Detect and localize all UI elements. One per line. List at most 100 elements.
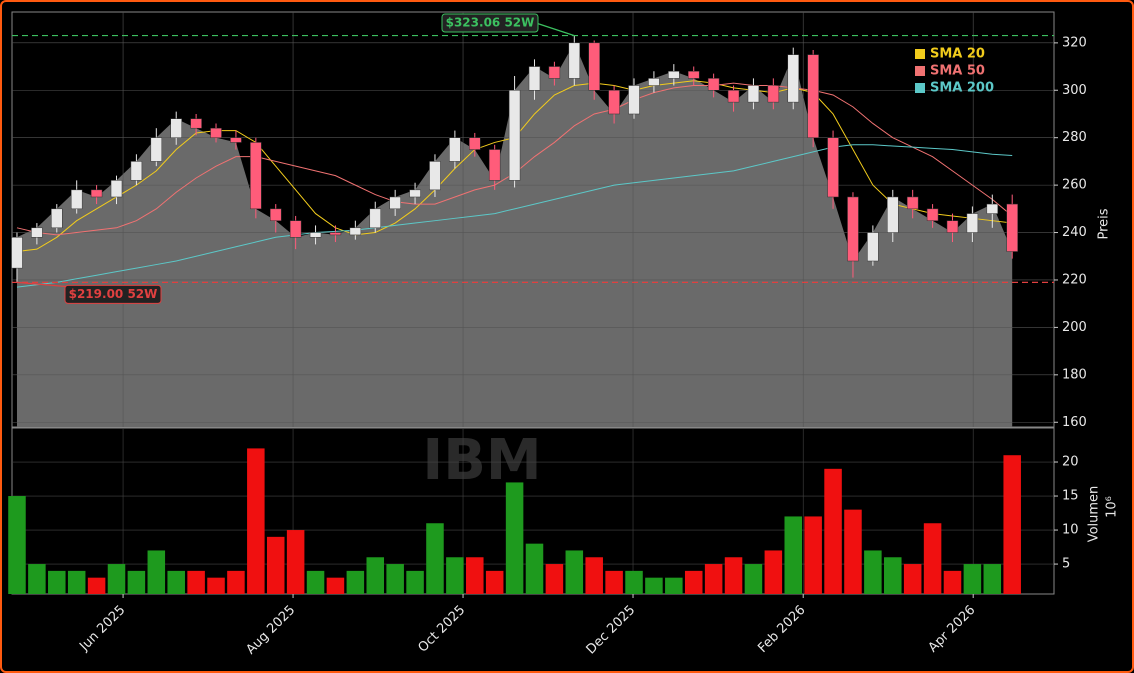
candle-body	[568, 42, 581, 79]
volume-bar	[963, 564, 982, 594]
y-tick-label: 220	[1062, 272, 1087, 287]
close-area	[16, 42, 1013, 427]
candle-body	[508, 90, 521, 181]
volume-bar	[127, 570, 146, 594]
volume-bar	[1003, 455, 1021, 594]
annotation-arrow	[535, 22, 575, 37]
candle-body	[429, 161, 441, 191]
y-tick-label: 10	[1062, 523, 1079, 538]
y-axis-label: Volumen	[1087, 486, 1102, 543]
candle-body	[70, 189, 83, 210]
volume-bar	[386, 564, 404, 594]
candle-body	[210, 127, 222, 138]
candle-body	[628, 85, 640, 115]
y-tick-label: 280	[1062, 130, 1087, 145]
candle-body	[110, 180, 123, 198]
legend-label: SMA 50	[930, 64, 985, 79]
volume-bar	[704, 564, 723, 594]
volume-bar	[485, 570, 504, 594]
x-tick-label: Apr 2026	[926, 603, 979, 656]
candle-body	[727, 90, 740, 103]
axis-multiplier: 10⁶	[1105, 496, 1120, 518]
volume-bar	[227, 570, 245, 594]
annotation-box	[64, 284, 162, 304]
volume-bar	[645, 577, 663, 594]
candle-body	[867, 232, 879, 262]
volume-bar	[406, 570, 424, 594]
candle-body	[1006, 203, 1018, 252]
volume-bar	[167, 570, 185, 594]
volume-bar	[903, 564, 922, 594]
legend-label: SMA 20	[930, 47, 985, 62]
volume-bar	[744, 564, 763, 594]
volume-bar	[884, 557, 902, 594]
y-tick-label: 20	[1062, 455, 1079, 470]
candle-body	[787, 54, 799, 103]
volume-bar	[923, 523, 942, 594]
annotation-box	[441, 13, 539, 33]
candle-body	[548, 66, 561, 79]
y-tick-label: 300	[1062, 83, 1087, 98]
y-tick-label: 15	[1062, 489, 1079, 504]
candle-body	[847, 196, 859, 262]
volume-bar	[625, 570, 643, 594]
volume-bar	[764, 550, 783, 594]
legend-swatch	[915, 49, 925, 59]
volume-bar	[505, 482, 524, 594]
volume-bar	[8, 496, 26, 594]
candle-body	[289, 220, 302, 238]
annotation-label: $219.00 52W	[69, 287, 158, 301]
volume-bar	[207, 577, 225, 594]
candle-body	[349, 227, 362, 236]
candle-body	[767, 85, 780, 103]
candle-body	[51, 208, 63, 229]
legend-swatch	[915, 66, 925, 76]
candle-body	[270, 208, 282, 221]
candle-body	[250, 142, 262, 210]
volume-bar	[286, 530, 305, 594]
volume-bar	[565, 550, 584, 594]
candle-body	[449, 137, 461, 162]
y-tick-label: 200	[1062, 320, 1087, 335]
annotation-label: $323.06 52W	[446, 16, 535, 30]
volume-bar	[346, 570, 365, 594]
candle-body	[389, 196, 401, 210]
volume-bar	[684, 570, 703, 594]
x-tick-label: Oct 2025	[416, 603, 469, 656]
volume-bar	[107, 564, 126, 594]
candle-body	[966, 213, 979, 233]
candle-body	[90, 189, 103, 198]
candle-body	[926, 208, 939, 221]
candle-body	[747, 85, 760, 103]
candle-body	[409, 189, 421, 198]
sma-line	[16, 144, 1013, 288]
volume-bar	[266, 536, 285, 594]
x-tick-label: Dec 2025	[584, 603, 639, 658]
volume-bar	[326, 577, 345, 594]
legend-swatch	[915, 83, 925, 93]
y-tick-label: 240	[1062, 225, 1087, 240]
volume-bar	[784, 516, 803, 594]
candle-body	[309, 232, 322, 238]
y-tick-label: 180	[1062, 367, 1087, 382]
candle-body	[668, 71, 680, 79]
candle-body	[608, 90, 620, 115]
candle-body	[707, 78, 720, 91]
volume-bar	[983, 564, 1002, 594]
candle-body	[31, 227, 43, 238]
volume-bar	[824, 468, 842, 594]
volume-bar	[943, 570, 962, 594]
volume-bar	[864, 550, 882, 594]
y-tick-label: 320	[1062, 35, 1087, 50]
y-axis-label: Preis	[1097, 208, 1112, 239]
candle-body	[986, 203, 999, 214]
candle-body	[807, 54, 819, 138]
volume-bar	[87, 577, 106, 594]
x-tick-label: Feb 2026	[755, 603, 808, 656]
candle-body	[528, 66, 541, 91]
volume-bar	[724, 557, 743, 594]
volume-bar	[426, 523, 444, 594]
x-tick-label: Jun 2025	[76, 603, 128, 655]
volume-bar	[187, 570, 205, 594]
volume-bar	[446, 557, 464, 594]
